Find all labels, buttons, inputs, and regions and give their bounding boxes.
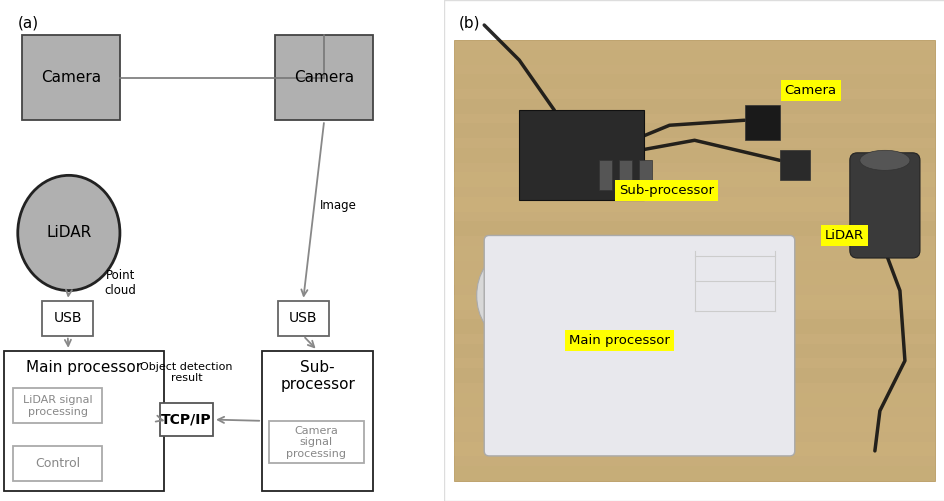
Bar — [454, 197, 934, 211]
FancyBboxPatch shape — [5, 351, 164, 491]
Text: Image: Image — [319, 199, 356, 212]
Text: USB: USB — [289, 311, 317, 325]
Bar — [454, 442, 934, 456]
FancyBboxPatch shape — [160, 403, 213, 436]
Bar — [454, 99, 934, 114]
FancyBboxPatch shape — [849, 153, 919, 258]
Bar — [454, 466, 934, 481]
FancyBboxPatch shape — [22, 35, 120, 120]
Ellipse shape — [486, 271, 521, 321]
FancyBboxPatch shape — [42, 301, 93, 336]
FancyBboxPatch shape — [483, 235, 794, 456]
Text: (a): (a) — [18, 15, 39, 30]
Text: USB: USB — [54, 311, 82, 325]
Text: LiDAR: LiDAR — [46, 225, 92, 240]
Bar — [519, 110, 644, 200]
Text: Main processor: Main processor — [568, 334, 669, 347]
Text: Sub-processor: Sub-processor — [618, 184, 714, 197]
Text: Point
cloud: Point cloud — [104, 269, 136, 297]
Text: TCP/IP: TCP/IP — [161, 413, 211, 426]
Bar — [454, 246, 934, 261]
Ellipse shape — [476, 256, 531, 336]
Text: (b): (b) — [459, 15, 480, 30]
FancyBboxPatch shape — [13, 446, 102, 481]
Text: Control: Control — [35, 457, 80, 470]
FancyBboxPatch shape — [13, 388, 102, 423]
Bar — [454, 221, 934, 236]
Bar — [454, 344, 934, 359]
Bar — [454, 50, 934, 65]
Text: LiDAR signal
processing: LiDAR signal processing — [23, 395, 93, 417]
FancyBboxPatch shape — [268, 421, 363, 463]
Bar — [454, 123, 934, 138]
FancyBboxPatch shape — [275, 35, 373, 120]
Ellipse shape — [859, 150, 909, 170]
Text: Object detection
result: Object detection result — [140, 362, 232, 383]
Bar — [779, 150, 809, 180]
Bar — [454, 148, 934, 162]
Bar — [454, 417, 934, 432]
Bar — [454, 368, 934, 383]
Circle shape — [18, 175, 120, 291]
Bar — [454, 393, 934, 407]
Text: Camera: Camera — [294, 70, 354, 85]
Bar — [618, 160, 632, 190]
Bar — [744, 105, 779, 140]
Bar — [454, 74, 934, 89]
Text: Camera: Camera — [784, 84, 836, 97]
Bar — [598, 160, 612, 190]
Text: LiDAR: LiDAR — [824, 229, 863, 242]
Text: Sub-
processor: Sub- processor — [279, 360, 355, 392]
FancyBboxPatch shape — [278, 301, 329, 336]
Bar — [454, 40, 934, 481]
Bar — [454, 295, 934, 310]
Text: Camera
signal
processing: Camera signal processing — [286, 425, 346, 459]
Bar — [639, 160, 651, 190]
Bar — [454, 271, 934, 285]
Text: Camera: Camera — [41, 70, 101, 85]
FancyBboxPatch shape — [261, 351, 373, 491]
Bar — [454, 172, 934, 187]
Text: Main processor: Main processor — [26, 360, 143, 375]
Bar — [454, 319, 934, 334]
